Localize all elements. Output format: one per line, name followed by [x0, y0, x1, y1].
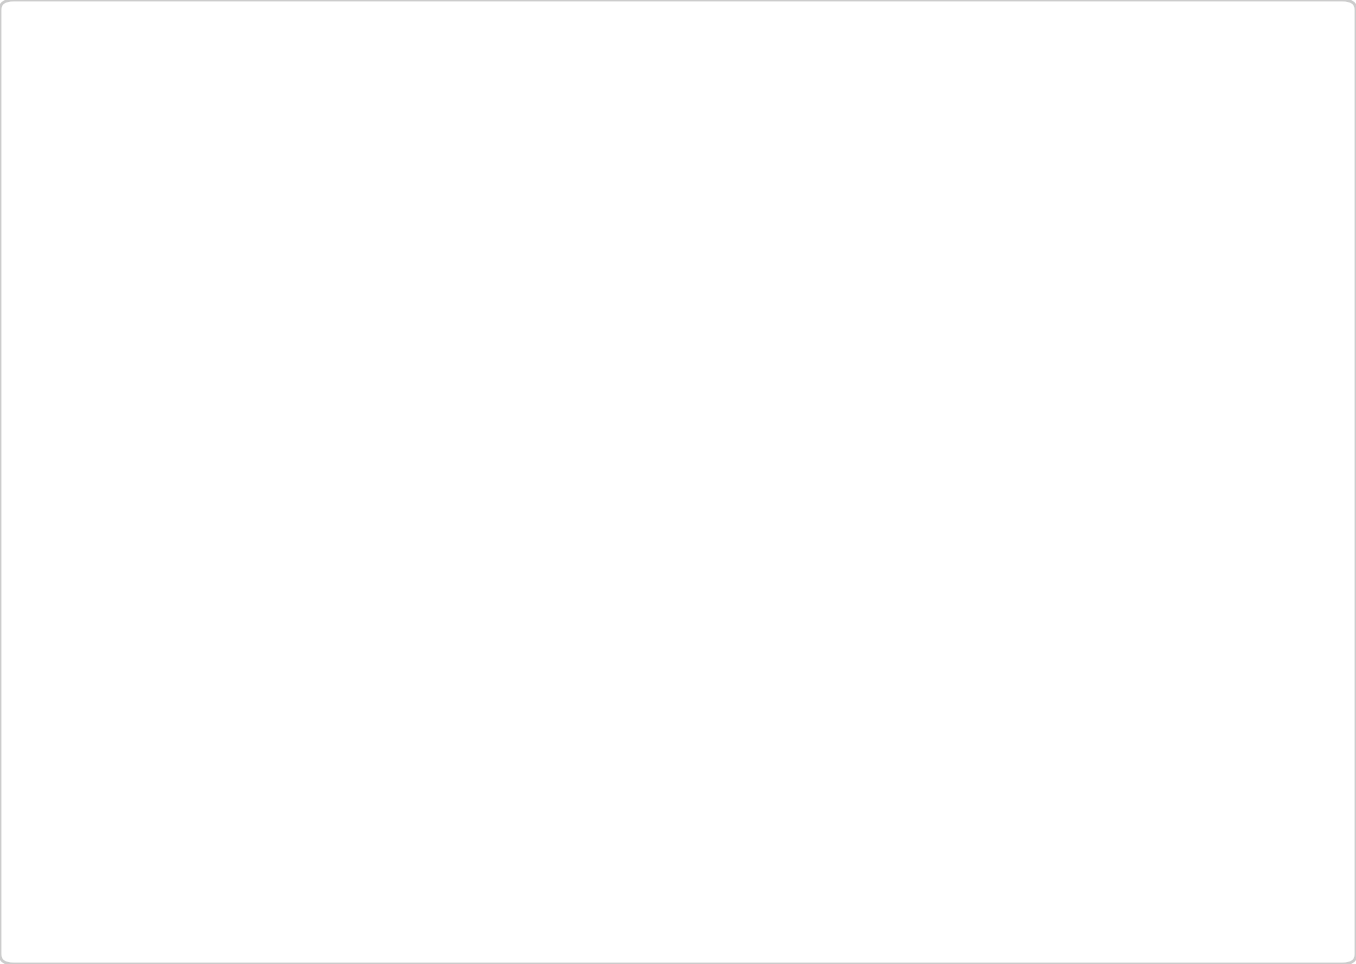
- Text: 100.7: 100.7: [325, 451, 373, 466]
- Text: 104.8: 104.8: [864, 186, 911, 201]
- Text: 105.4: 105.4: [934, 154, 983, 170]
- Text: 100.2: 100.2: [297, 533, 344, 548]
- Text: 101.2: 101.2: [1290, 432, 1337, 447]
- Text: 104.0: 104.0: [864, 306, 911, 321]
- Text: 105.2: 105.2: [991, 161, 1040, 175]
- Text: 99.8: 99.8: [1261, 521, 1298, 535]
- Text: 97.6: 97.6: [1204, 672, 1242, 686]
- Legend: Росстат, ЦМАКП, НИУ-ВШЭ (Баранов, Бессонов): Росстат, ЦМАКП, НИУ-ВШЭ (Баранов, Бессон…: [77, 783, 749, 829]
- Text: 96.0: 96.0: [1176, 804, 1214, 819]
